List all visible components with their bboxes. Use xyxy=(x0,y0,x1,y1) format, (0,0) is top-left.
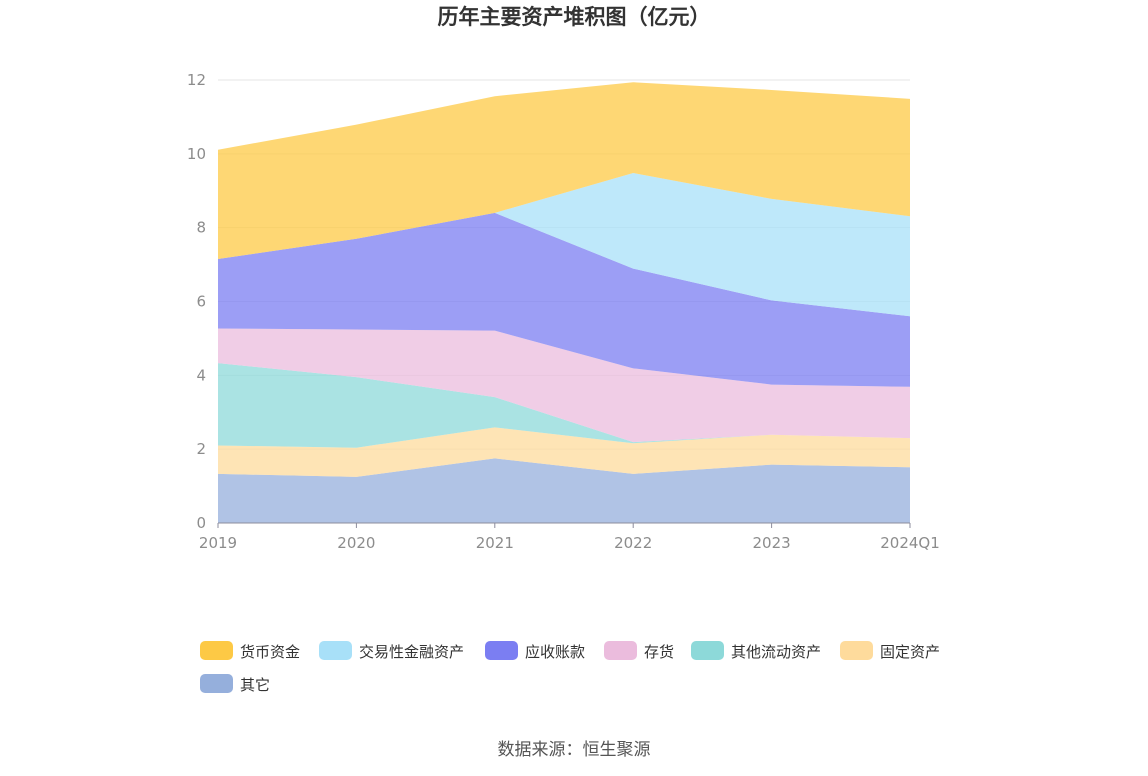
legend-swatch xyxy=(319,641,352,660)
y-tick-label: 0 xyxy=(196,514,206,532)
legend-item[interactable]: 交易性金融资产 xyxy=(319,641,464,661)
legend-label: 存货 xyxy=(644,643,674,661)
legend-item[interactable]: 应收账款 xyxy=(485,641,585,661)
area-series-0 xyxy=(218,458,910,523)
legend-swatch xyxy=(485,641,518,660)
y-tick-label: 6 xyxy=(196,293,206,311)
y-tick-labels: 0 2 4 6 8 10 12 xyxy=(187,71,206,532)
legend-swatch xyxy=(200,641,233,660)
area-series-6 xyxy=(218,82,910,260)
area-series-3 xyxy=(218,328,910,443)
legend-label: 其他流动资产 xyxy=(731,643,821,661)
legend-label: 其它 xyxy=(240,676,270,694)
area-series xyxy=(218,82,910,523)
y-tick-label: 4 xyxy=(196,366,206,384)
chart-title: 历年主要资产堆积图（亿元） xyxy=(438,5,711,29)
data-source: 数据来源：恒生聚源 xyxy=(498,740,651,760)
legend-swatch xyxy=(604,641,637,660)
legend-swatch xyxy=(200,674,233,693)
legend-item[interactable]: 货币资金 xyxy=(200,641,300,661)
legend-label: 固定资产 xyxy=(880,643,940,661)
y-tick-label: 8 xyxy=(196,219,206,237)
y-tick-label: 12 xyxy=(187,71,206,89)
x-tick-label: 2019 xyxy=(199,534,237,552)
legend-item[interactable]: 存货 xyxy=(604,641,674,661)
x-tick-label: 2024Q1 xyxy=(880,534,940,552)
x-tick-label: 2022 xyxy=(614,534,652,552)
area-series-4 xyxy=(218,212,910,387)
area-series-1 xyxy=(218,427,910,477)
y-tick-label: 2 xyxy=(196,440,206,458)
legend-item[interactable]: 其它 xyxy=(200,674,270,694)
x-axis xyxy=(217,522,911,528)
x-tick-label: 2023 xyxy=(753,534,791,552)
x-tick-label: 2020 xyxy=(337,534,375,552)
y-tick-label: 10 xyxy=(187,145,206,163)
area-series-2 xyxy=(218,363,910,448)
legend-item[interactable]: 其他流动资产 xyxy=(691,641,821,661)
legend-label: 货币资金 xyxy=(240,643,300,661)
area-series-5 xyxy=(218,173,910,317)
x-tick-labels: 2019 2020 2021 2022 2023 2024Q1 xyxy=(199,534,940,552)
legend-item[interactable]: 固定资产 xyxy=(840,641,940,661)
x-tick-label: 2021 xyxy=(476,534,514,552)
legend-swatch xyxy=(691,641,724,660)
legend-label: 应收账款 xyxy=(525,643,585,661)
legend-label: 交易性金融资产 xyxy=(359,643,464,661)
legend-swatch xyxy=(840,641,873,660)
